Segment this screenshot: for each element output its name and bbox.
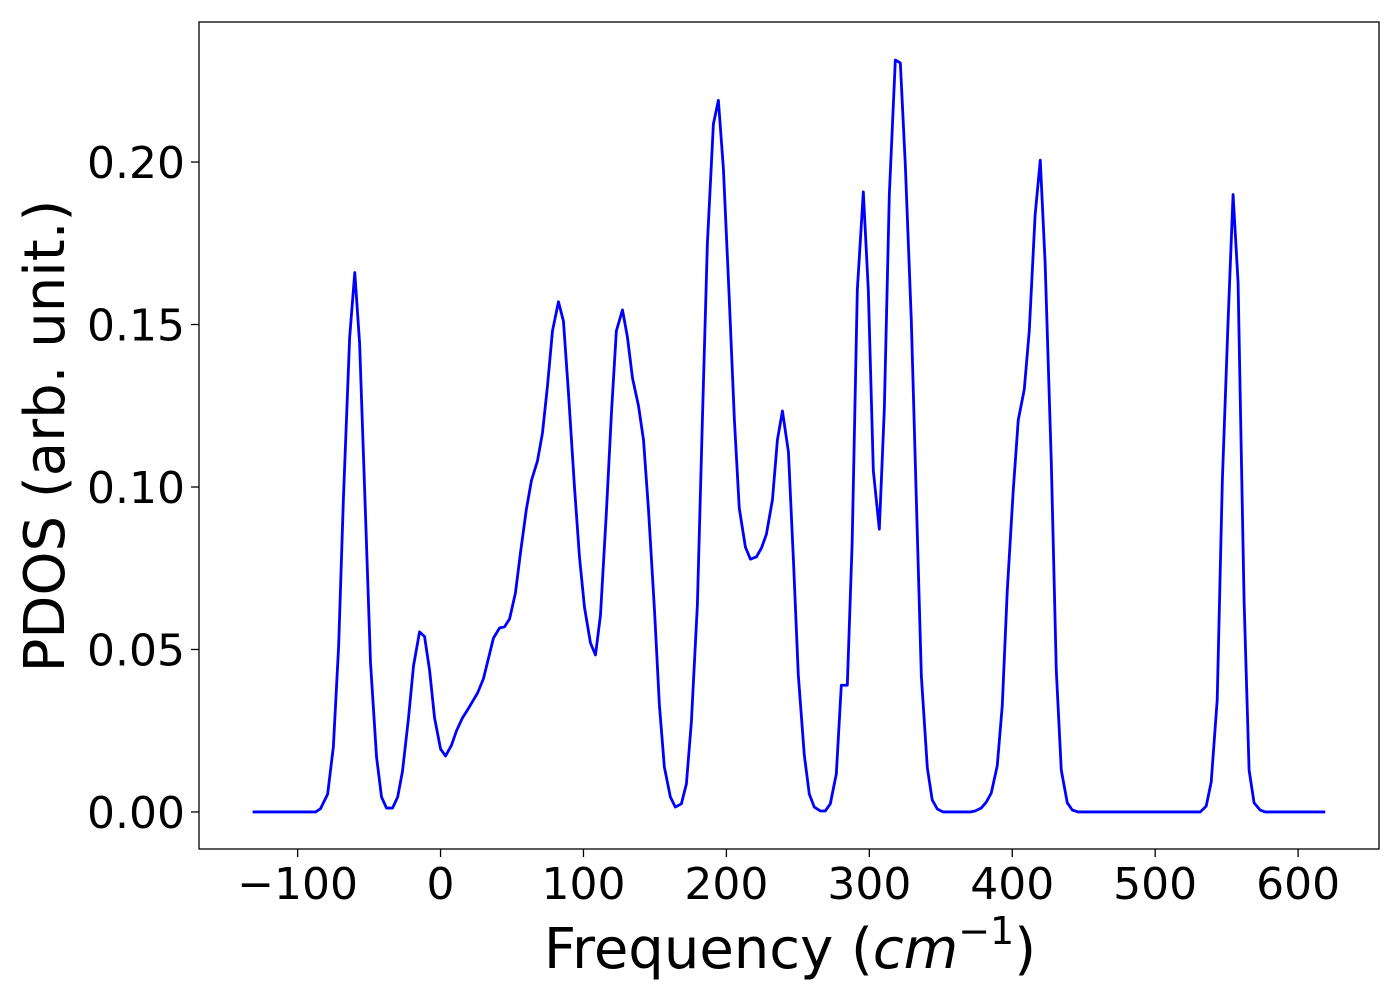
- y-tick-label: 0.20: [87, 138, 185, 189]
- y-axis-label: PDOS (arb. unit.): [13, 200, 78, 673]
- pdos-line: [252, 58, 1326, 814]
- x-tick-label: 0: [427, 859, 455, 910]
- x-tick-label: 200: [684, 859, 768, 910]
- x-label-close: ): [1014, 917, 1036, 982]
- y-tick-label: 0.00: [87, 788, 185, 839]
- x-tick-label: 100: [541, 859, 625, 910]
- x-label-unit: cm: [873, 917, 958, 982]
- x-tick-label: 400: [970, 859, 1054, 910]
- plot-frame: [198, 21, 1380, 850]
- x-label-text: Frequency (: [544, 917, 873, 982]
- x-tick-label: 300: [827, 859, 911, 910]
- x-axis-label: Frequency (cm−1): [544, 909, 1036, 982]
- x-tick-label: 600: [1256, 859, 1340, 910]
- x-label-exponent: −1: [958, 909, 1014, 953]
- x-tick-label: −100: [237, 859, 358, 910]
- y-tick-label: 0.10: [87, 463, 185, 514]
- x-tick-label: 500: [1113, 859, 1197, 910]
- y-tick-label: 0.05: [87, 625, 185, 676]
- y-tick-label: 0.15: [87, 301, 185, 352]
